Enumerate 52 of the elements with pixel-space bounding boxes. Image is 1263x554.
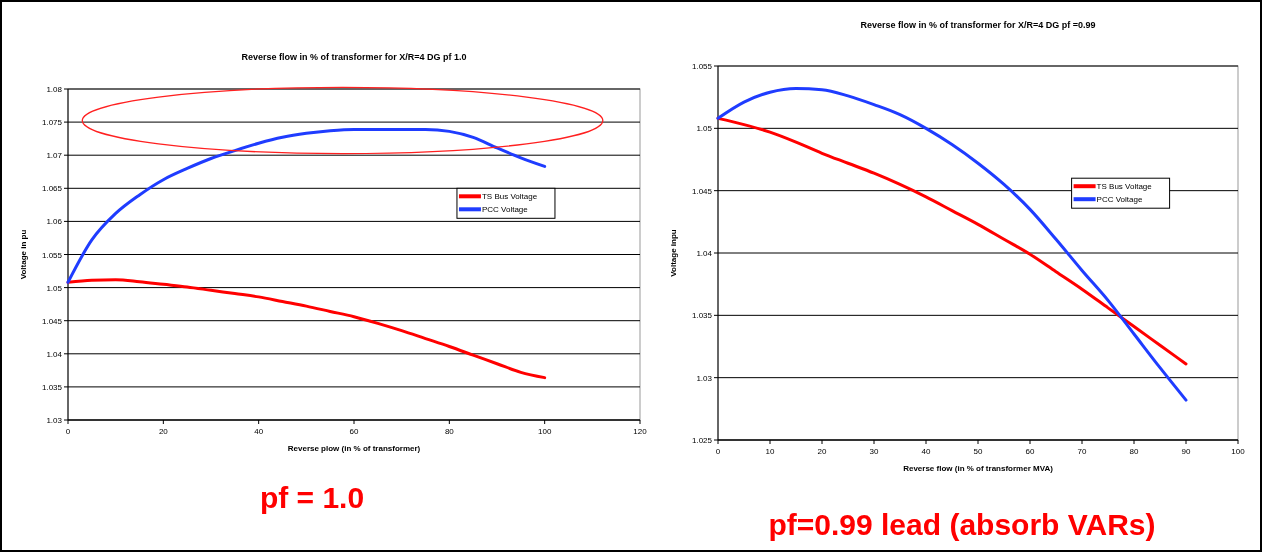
y-tick-label: 1.035 bbox=[691, 311, 713, 321]
x-tick-label: 100 bbox=[537, 427, 552, 436]
legend-label: PCC Voltage bbox=[481, 205, 529, 215]
text: pf=0.99 lead (absorb VARs) bbox=[768, 508, 1156, 541]
y-tick-label: 1.025 bbox=[691, 436, 713, 445]
line-series bbox=[66, 278, 547, 380]
y-tick-label: 1.045 bbox=[691, 186, 713, 196]
x-tick-label: 50 bbox=[973, 447, 983, 456]
y-tick-label: 1.075 bbox=[41, 118, 63, 128]
x-tick-label: 20 bbox=[817, 447, 827, 456]
legend-label: TS Bus Voltage bbox=[481, 192, 538, 202]
y-tick-label: 1.065 bbox=[41, 184, 63, 194]
y-tick-label: 1.035 bbox=[41, 382, 63, 392]
x-axis-title: Reverse plow (in % of transformer) bbox=[287, 444, 421, 453]
x-tick-label: 10 bbox=[765, 447, 775, 456]
y-tick-label: 1.04 bbox=[696, 249, 713, 258]
y-tick-label: 1.07 bbox=[46, 151, 63, 161]
x-tick-label: 30 bbox=[869, 447, 879, 456]
chart-title: Reverse flow in % of transformer for X/R=4 DG pf 1.0 bbox=[241, 52, 467, 62]
x-tick-label: 80 bbox=[444, 427, 455, 436]
legend-label: TS Bus Voltage bbox=[1096, 182, 1153, 192]
x-tick-label: 40 bbox=[921, 447, 931, 456]
x-tick-label: 0 bbox=[65, 427, 71, 436]
chart-title: Reverse flow in % of transformer for X/R=4 DG pf =0.99 bbox=[860, 20, 1096, 30]
x-tick-label: 40 bbox=[254, 427, 264, 436]
y-tick-label: 1.05 bbox=[696, 124, 713, 134]
y-axis-title: Voltage in pu bbox=[19, 229, 28, 280]
y-tick-label: 1.055 bbox=[41, 250, 63, 260]
x-tick-label: 60 bbox=[349, 427, 359, 436]
x-tick-label: 20 bbox=[158, 427, 169, 436]
y-tick-label: 1.06 bbox=[46, 217, 63, 227]
y-tick-label: 1.045 bbox=[41, 316, 63, 326]
x-tick-label: 70 bbox=[1077, 447, 1087, 456]
y-tick-label: 1.04 bbox=[46, 349, 63, 359]
y-tick-label: 1.03 bbox=[696, 373, 713, 383]
y-tick-label: 1.03 bbox=[46, 416, 63, 425]
x-tick-label: 100 bbox=[1231, 447, 1246, 456]
x-axis-title: Reverse flow (in % of transformer MVA) bbox=[903, 464, 1054, 473]
x-tick-label: 90 bbox=[1181, 447, 1191, 456]
x-tick-label: 120 bbox=[633, 427, 648, 436]
line-series bbox=[716, 86, 1188, 402]
legend-label: PCC Voltage bbox=[1096, 195, 1143, 205]
text: pf = 1.0 bbox=[259, 481, 365, 514]
y-tick-label: 1.08 bbox=[46, 85, 63, 94]
y-tick-label: 1.055 bbox=[691, 62, 713, 71]
x-tick-label: 60 bbox=[1025, 447, 1035, 456]
y-tick-label: 1.05 bbox=[46, 283, 63, 293]
line-series bbox=[716, 116, 1188, 366]
x-tick-label: 0 bbox=[715, 447, 721, 456]
line-series bbox=[66, 127, 547, 284]
x-tick-label: 80 bbox=[1129, 447, 1139, 456]
y-axis-title: Voltage inpu bbox=[669, 229, 678, 277]
